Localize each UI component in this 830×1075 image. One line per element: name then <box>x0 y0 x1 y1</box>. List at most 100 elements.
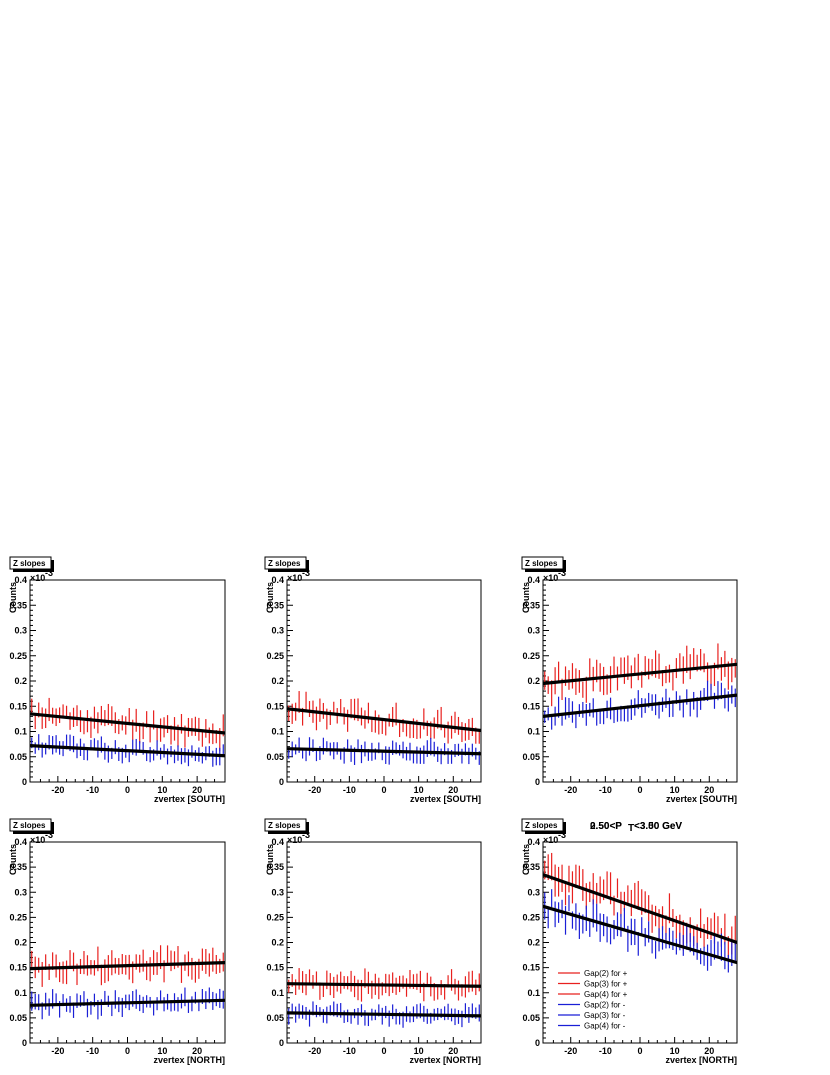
y-tick-label: 0.35 <box>266 862 284 872</box>
y-tick-label: 0.05 <box>266 752 284 762</box>
x-axis-title: zvertex [NORTH] <box>409 1055 481 1065</box>
y-tick-label: 0.25 <box>266 912 284 922</box>
y-tick-label: 0.1 <box>271 988 284 998</box>
fit-line-minus <box>542 904 738 965</box>
y-tick-label: 0.25 <box>522 912 540 922</box>
panel-title: Z slopes <box>268 821 301 830</box>
pad-title-subscript: T <box>628 823 634 834</box>
title-box <box>9 556 52 570</box>
x-tick-label: -20 <box>564 785 577 795</box>
x-tick-label: 0 <box>637 785 642 795</box>
x-tick-label: -10 <box>599 785 612 795</box>
y-tick-label: 0.15 <box>9 963 27 973</box>
y-exponent: -3 <box>302 830 310 840</box>
y-exponent: -3 <box>302 568 310 578</box>
y-tick-label: 0.3 <box>527 887 540 897</box>
y-exponent-base: ×10 <box>287 573 302 583</box>
y-tick-label: 0.1 <box>271 727 284 737</box>
y-tick-label: 0.4 <box>14 837 27 847</box>
y-tick-label: 0.35 <box>9 862 27 872</box>
y-exponent-base: ×10 <box>543 835 558 845</box>
title-box <box>521 556 564 570</box>
y-tick-label: 0.15 <box>266 963 284 973</box>
x-tick-label: 20 <box>704 1046 714 1056</box>
x-axis-title: zvertex [NORTH] <box>665 1055 737 1065</box>
fit-line-minus <box>286 747 482 756</box>
fit-line-plus <box>542 662 738 686</box>
y-exponent-base: ×10 <box>30 835 45 845</box>
title-box <box>264 556 307 570</box>
x-tick-label: -10 <box>86 785 99 795</box>
x-tick-label: 0 <box>381 785 386 795</box>
y-tick-label: 0 <box>279 777 284 787</box>
x-tick-label: 10 <box>157 785 167 795</box>
fit-line-minus <box>29 998 226 1007</box>
y-tick-label: 0.3 <box>271 626 284 636</box>
y-tick-label: 0.05 <box>9 1013 27 1023</box>
y-tick-label: 0.1 <box>527 727 540 737</box>
y-tick-label: 0.15 <box>522 963 540 973</box>
legend-label: Gap(4) for + <box>584 990 628 999</box>
title-box <box>521 818 564 832</box>
y-tick-label: 0.05 <box>522 752 540 762</box>
panel-1: Z slopes 0 0.05 0.1 0.15 0.2 0.25 0.3 0.35 0.4 ×10… <box>8 556 226 804</box>
x-tick-label: 20 <box>448 1046 458 1056</box>
y-exponent: -3 <box>45 568 53 578</box>
x-tick-label: 0 <box>637 1046 642 1056</box>
y-tick-label: 0.35 <box>522 600 540 610</box>
y-tick-label: 0.4 <box>271 575 284 585</box>
x-tick-label: -20 <box>564 1046 577 1056</box>
legend-label: Gap(3) for + <box>584 980 628 989</box>
fit-line-plus <box>29 961 226 971</box>
x-axis-title: zvertex [SOUTH] <box>666 794 737 804</box>
y-tick-label: 0.4 <box>14 575 27 585</box>
y-tick-label: 0.2 <box>271 676 284 686</box>
y-tick-label: 0 <box>535 1038 540 1048</box>
legend-label: Gap(2) for + <box>584 969 628 978</box>
y-tick-label: 0.3 <box>271 887 284 897</box>
y-tick-label: 0.1 <box>14 727 27 737</box>
x-tick-label: 10 <box>670 1046 680 1056</box>
fit-line-minus <box>542 693 738 718</box>
pad-title-text-c: <3.00 GeV <box>634 821 682 832</box>
title-box <box>264 818 307 832</box>
y-tick-label: 0.25 <box>522 651 540 661</box>
x-tick-label: 20 <box>448 785 458 795</box>
y-tick-label: 0.05 <box>522 1013 540 1023</box>
y-tick-label: 0 <box>535 777 540 787</box>
y-tick-label: 0.15 <box>266 701 284 711</box>
x-tick-label: 20 <box>192 785 202 795</box>
y-tick-label: 0.15 <box>9 701 27 711</box>
y-exponent-base: ×10 <box>543 573 558 583</box>
x-tick-label: -10 <box>343 1046 356 1056</box>
x-tick-label: 20 <box>704 785 714 795</box>
y-tick-label: 0.35 <box>522 862 540 872</box>
fit-line-plus <box>542 873 738 945</box>
y-axis-title: Counts <box>521 582 531 613</box>
x-tick-label: 0 <box>125 785 130 795</box>
fit-line-plus <box>29 712 226 735</box>
y-tick-label: 0.4 <box>527 575 540 585</box>
y-exponent-base: ×10 <box>287 835 302 845</box>
pad-title-text-b: 2.50<P <box>590 821 622 832</box>
y-tick-label: 0.3 <box>527 626 540 636</box>
panel-5: Z slopes 0 0.05 0.1 0.15 0.2 0.25 0.3 0.35 0.4 ×10… <box>264 818 482 1065</box>
panel-title: Z slopes <box>525 821 558 830</box>
y-tick-label: 0.2 <box>14 938 27 948</box>
fit-line-plus <box>286 707 482 733</box>
y-tick-label: 0.05 <box>9 752 27 762</box>
panel-3: Z slopes 0 0.05 0.1 0.15 0.2 0.25 0.3 0.35 0.4 ×10… <box>521 556 738 804</box>
legend-label: Gap(4) for - <box>584 1022 626 1031</box>
x-tick-label: 0 <box>125 1046 130 1056</box>
y-axis-title: Counts <box>521 844 531 875</box>
y-tick-label: 0.05 <box>266 1013 284 1023</box>
y-tick-label: 0.25 <box>266 651 284 661</box>
x-tick-label: 10 <box>414 1046 424 1056</box>
pad-title: 2.50<P0.50<P T <3.50 GeV<3.00 GeV <box>590 821 682 834</box>
pad-title-text-a: 0.50<P <box>590 821 622 832</box>
y-tick-label: 0.2 <box>271 938 284 948</box>
x-tick-label: -10 <box>343 785 356 795</box>
y-tick-label: 0.25 <box>9 651 27 661</box>
y-axis-title: Counts <box>8 582 18 613</box>
y-tick-label: 0 <box>22 1038 27 1048</box>
